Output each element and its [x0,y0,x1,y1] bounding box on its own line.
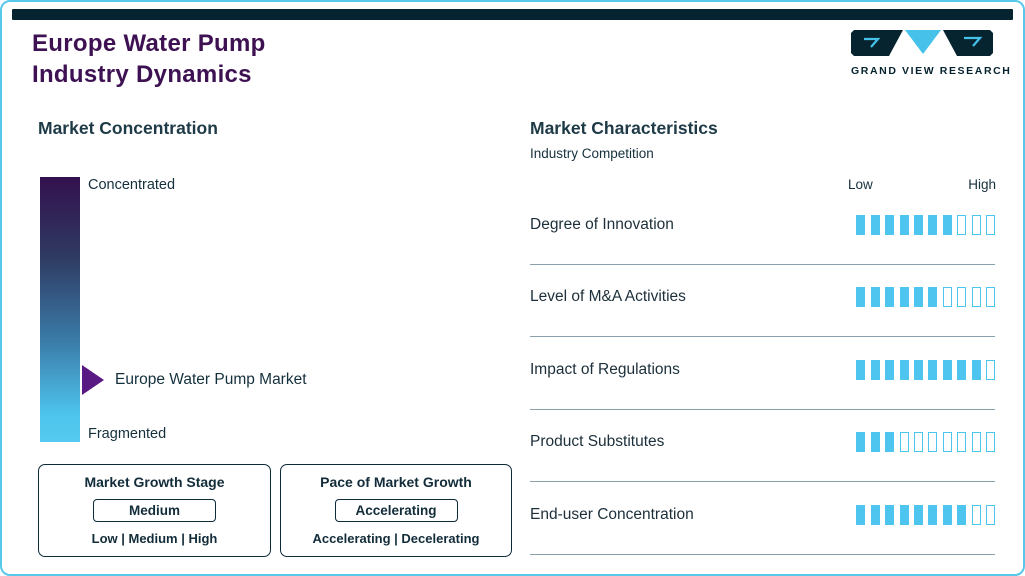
rating-bar-filled [957,504,967,525]
characteristic-label: Impact of Regulations [530,360,680,378]
rating-bar-filled [928,504,938,525]
growth-stage-options: Low | Medium | High [91,531,218,546]
rating-bar-empty [986,432,995,453]
pace-value: Accelerating [334,499,458,522]
rating-bar-empty [971,287,981,308]
rating-bar-empty [971,432,981,453]
top-accent-bar [12,9,1013,20]
rating-bars [856,432,995,453]
marker-label: Europe Water Pump Market [115,371,307,388]
rating-bar-empty [942,287,952,308]
rating-bar-filled [885,504,895,525]
rating-bar-empty [986,359,995,380]
rating-bar-filled [885,287,895,308]
rating-bar-filled [971,359,981,380]
characteristic-row: Level of M&A Activities [530,265,995,337]
rating-bar-filled [914,504,924,525]
rating-bar-filled [914,214,924,235]
rating-bars [856,504,995,525]
rating-bar-filled [870,214,880,235]
low-high-scale: Low High [848,177,996,192]
growth-stage-title: Market Growth Stage [84,474,225,490]
gvr-logo-text: GRAND VIEW RESEARCH [851,65,1012,77]
growth-stage-box: Market Growth Stage Medium Low | Medium … [38,464,271,557]
rating-bar-filled [914,287,924,308]
rating-bar-empty [971,214,981,235]
rating-bar-filled [885,432,895,453]
rating-bar-filled [942,214,952,235]
characteristics-heading: Market Characteristics [530,118,718,138]
pace-of-growth-box: Pace of Market Growth Accelerating Accel… [280,464,512,557]
concentration-gradient-bar [40,177,80,442]
rating-bar-filled [856,432,866,453]
rating-bars [856,287,995,308]
rating-bar-filled [885,359,895,380]
concentrated-label: Concentrated [88,177,176,193]
rating-bar-filled [870,432,880,453]
page-title: Europe Water Pump Industry Dynamics [32,28,266,90]
rating-bars [856,214,995,235]
rating-bar-empty [957,214,967,235]
rating-bar-filled [885,214,895,235]
characteristic-row: End-user Concentration [530,482,995,555]
rating-bar-empty [957,287,967,308]
rating-bar-filled [899,214,909,235]
rating-bar-filled [870,504,880,525]
rating-bar-filled [856,214,866,235]
rating-bar-empty [971,504,981,525]
rating-bar-filled [870,359,880,380]
market-position-marker: Europe Water Pump Market [82,365,307,395]
gvr-logo-icon [851,30,993,56]
rating-bar-empty [899,432,909,453]
concentration-heading: Market Concentration [38,118,218,138]
characteristic-label: Degree of Innovation [530,215,674,233]
characteristic-row: Degree of Innovation [530,192,995,265]
rating-bar-filled [914,359,924,380]
page-title-line2: Industry Dynamics [32,61,252,88]
gvr-logo: GRAND VIEW RESEARCH [851,30,1012,77]
characteristic-row: Product Substitutes [530,410,995,482]
rating-bar-filled [928,287,938,308]
rating-bar-filled [957,359,967,380]
rating-bar-filled [856,287,866,308]
page-title-line1: Europe Water Pump [32,30,266,57]
characteristic-row: Impact of Regulations [530,337,995,410]
rating-bar-empty [928,432,938,453]
characteristic-label: Level of M&A Activities [530,288,686,306]
rating-bar-filled [928,214,938,235]
rating-bar-empty [914,432,924,453]
rating-bar-filled [928,359,938,380]
scale-high-label: High [968,177,996,192]
rating-bar-filled [942,359,952,380]
growth-stage-value: Medium [93,499,216,522]
rating-bar-empty [986,504,995,525]
characteristic-label: End-user Concentration [530,505,694,523]
rating-bar-filled [856,504,866,525]
rating-bar-filled [899,287,909,308]
industry-competition-subheading: Industry Competition [530,146,654,161]
rating-bar-filled [899,504,909,525]
rating-bar-empty [986,287,995,308]
rating-bars [856,359,995,380]
rating-bar-filled [856,359,866,380]
fragmented-label: Fragmented [88,426,167,442]
rating-bar-empty [957,432,967,453]
rating-bar-empty [942,432,952,453]
marker-arrow-icon [82,365,104,395]
characteristics-rows: Degree of Innovation Level of M&A Activit… [530,192,995,555]
rating-bar-filled [870,287,880,308]
rating-bar-filled [899,359,909,380]
pace-options: Accelerating | Decelerating [312,531,480,546]
pace-title: Pace of Market Growth [320,474,472,490]
rating-bar-filled [942,504,952,525]
characteristic-label: Product Substitutes [530,433,665,451]
scale-low-label: Low [848,177,873,192]
rating-bar-empty [986,214,995,235]
